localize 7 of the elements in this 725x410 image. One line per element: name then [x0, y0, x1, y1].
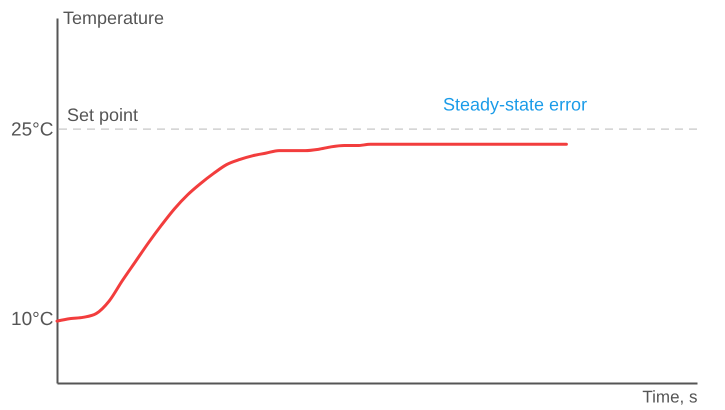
y-tick-label: 25°C [11, 120, 54, 141]
y-tick-label: 10°C [11, 309, 54, 330]
y-axis-title: Temperature [63, 8, 164, 28]
ref-line-label: Set point [67, 105, 138, 126]
line-series [56, 142, 568, 323]
annotation: Steady-state error [443, 94, 588, 114]
x-axis-title: Time, s [642, 388, 698, 406]
